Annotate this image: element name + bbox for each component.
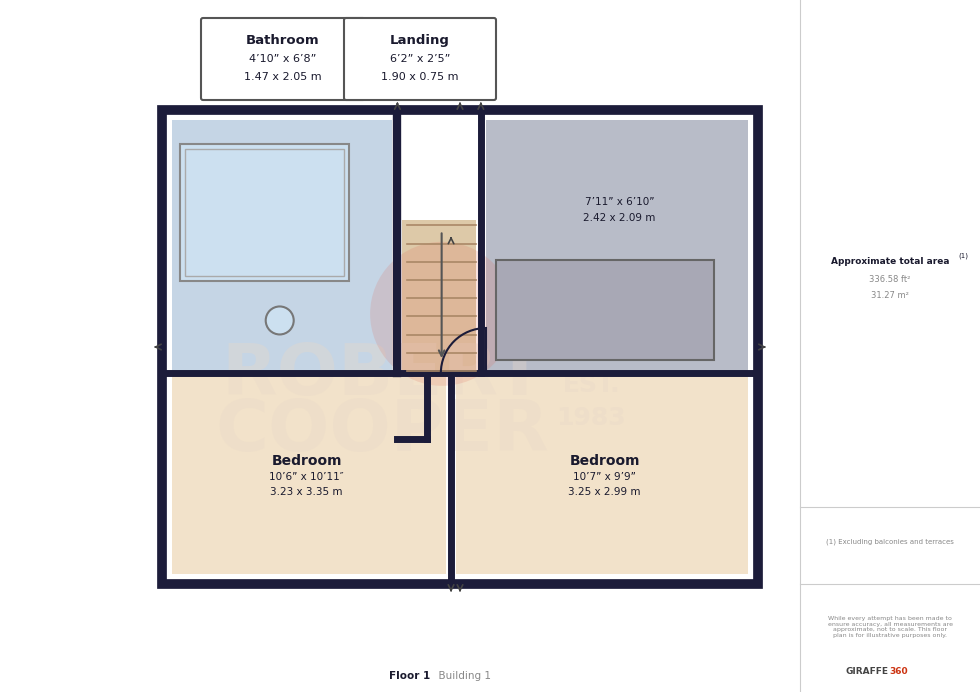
Text: 31.27 m²: 31.27 m² (871, 291, 908, 300)
Text: Bathroom: Bathroom (246, 34, 319, 47)
Bar (172, 120, 392, 373)
Text: 3.23 x 3.35 m: 3.23 x 3.35 m (270, 486, 343, 497)
Text: Bedroom: Bedroom (569, 453, 640, 468)
Bar (456, 373, 748, 574)
Bar (172, 373, 446, 574)
Text: 7’11” x 6’10”: 7’11” x 6’10” (585, 197, 655, 207)
Text: COOPER: COOPER (216, 397, 550, 466)
Text: GIRAFFE: GIRAFFE (845, 668, 888, 677)
Circle shape (266, 307, 294, 334)
Bar (185, 149, 344, 276)
Bar (403, 221, 476, 373)
Text: (1) Excluding balconies and terraces: (1) Excluding balconies and terraces (826, 539, 954, 545)
Bar (162, 110, 758, 584)
Text: 336.58 ft²: 336.58 ft² (869, 275, 910, 284)
Text: Approximate total area: Approximate total area (831, 257, 950, 266)
Text: Bedroom: Bedroom (271, 453, 342, 468)
Text: 3.25 x 2.99 m: 3.25 x 2.99 m (568, 486, 641, 497)
Text: 4’10” x 6’8”: 4’10” x 6’8” (249, 54, 317, 64)
Text: (1): (1) (958, 253, 968, 260)
Text: Floor 1: Floor 1 (389, 671, 430, 681)
Text: EST.: EST. (563, 373, 620, 397)
Text: While every attempt has been made to
ensure accuracy, all measurements are
appro: While every attempt has been made to ens… (827, 616, 953, 638)
Text: Landing: Landing (390, 34, 450, 47)
Text: 2.42 x 2.09 m: 2.42 x 2.09 m (583, 213, 656, 223)
Bar (486, 120, 748, 373)
Text: 10’7” x 9’9”: 10’7” x 9’9” (573, 471, 636, 482)
Text: 1983: 1983 (557, 406, 626, 430)
FancyBboxPatch shape (344, 18, 496, 100)
Text: 6’2” x 2’5”: 6’2” x 2’5” (390, 54, 450, 64)
Text: 10’6” x 10’11″: 10’6” x 10’11″ (270, 471, 344, 482)
Text: 1.90 x 0.75 m: 1.90 x 0.75 m (381, 72, 459, 82)
Text: 1.47 x 2.05 m: 1.47 x 2.05 m (244, 72, 321, 82)
Circle shape (370, 242, 514, 386)
Text: 360: 360 (889, 668, 907, 677)
FancyBboxPatch shape (201, 18, 365, 100)
Text: Building 1: Building 1 (432, 671, 491, 681)
Bar (180, 144, 349, 281)
Bar (496, 260, 714, 360)
Text: ROBERT: ROBERT (220, 341, 544, 410)
